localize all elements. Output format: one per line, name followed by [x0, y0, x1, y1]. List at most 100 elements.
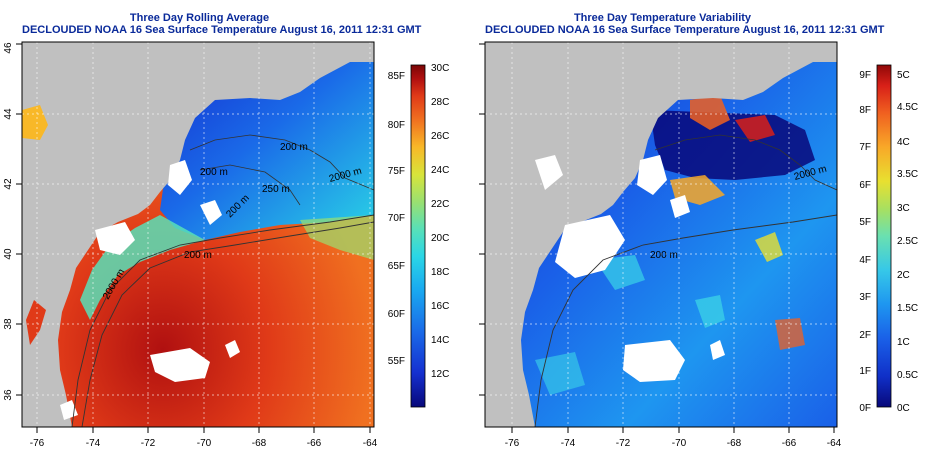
- left-cb-c-label: 26C: [431, 131, 449, 142]
- left-contour-2000: [81, 221, 374, 427]
- left-contour-200: [71, 214, 374, 427]
- right-hotspot-5: [695, 295, 725, 328]
- left-cloud-3: [168, 160, 192, 195]
- right-cb-f-label: 7F: [859, 142, 871, 153]
- right-lon-tick: -76: [505, 438, 520, 449]
- right-cloud-2: [623, 340, 685, 382]
- left-cloud-4: [200, 200, 222, 225]
- right-lat-tick: 36: [475, 389, 477, 401]
- left-graticule: [22, 42, 374, 427]
- left-cb-c-label: 30C: [431, 63, 449, 74]
- left-lon-axis: -76 -74 -72 -70 -68 -66 -64: [30, 427, 378, 449]
- left-cb-c-label: 22C: [431, 199, 449, 210]
- left-cb-c-label: 20C: [431, 233, 449, 244]
- left-contour-label: 200 m: [184, 250, 212, 261]
- left-lon-tick: -72: [141, 438, 156, 449]
- left-cb-c-label: 16C: [431, 301, 449, 312]
- left-map-frame: [21, 41, 375, 428]
- right-contour-label: 200 m: [650, 250, 678, 261]
- right-lat-tick: 44: [475, 108, 477, 120]
- right-land: [485, 42, 837, 427]
- left-cb-c-label: 18C: [431, 267, 449, 278]
- left-lat-tick: 46: [3, 42, 14, 54]
- left-contour-label: 250 m: [262, 184, 290, 195]
- right-graticule: [485, 42, 837, 427]
- left-cb-c-label: 28C: [431, 97, 449, 108]
- right-lon-tick: -66: [782, 438, 797, 449]
- right-lon-tick: -70: [672, 438, 687, 449]
- right-cb-c-label: 4.5C: [897, 102, 918, 113]
- right-lat-tick: 42: [475, 178, 477, 190]
- left-cb-f-label: 55F: [388, 356, 405, 367]
- left-lon-tick: -74: [86, 438, 101, 449]
- right-lon-axis: -76 -74 -72 -70 -68 -66 -64: [505, 427, 842, 449]
- left-frontal-water: [300, 215, 374, 260]
- left-contour-label: 200 m: [280, 142, 308, 153]
- left-contour-gom2: [199, 164, 301, 206]
- left-cb-c-label: 12C: [431, 369, 449, 380]
- left-lon-tick: -70: [197, 438, 212, 449]
- right-map-frame: [484, 41, 838, 428]
- right-lat-tick: 40: [475, 248, 477, 260]
- left-lon-tick: -66: [307, 438, 322, 449]
- left-colorbar-celsius: 30C 28C 26C 24C 22C 20C 18C 16C 14C 12C: [431, 63, 449, 380]
- right-cb-c-label: 0C: [897, 403, 910, 414]
- right-cb-f-label: 3F: [859, 292, 871, 303]
- right-colorbar-fahrenheit: 9F 8F 7F 6F 5F 4F 3F 2F 1F 0F: [859, 70, 871, 414]
- right-map-panel: 200 m 2000 m -76 -74 -72 -70 -68 -66 -64: [475, 0, 950, 475]
- right-cb-c-label: 3C: [897, 203, 910, 214]
- left-title-line2: DECLOUDED NOAA 16 Sea Surface Temperatur…: [22, 24, 422, 36]
- right-title-line2: DECLOUDED NOAA 16 Sea Surface Temperatur…: [485, 24, 885, 36]
- right-cb-c-label: 1.5C: [897, 303, 918, 314]
- right-map: 200 m 2000 m -76 -74 -72 -70 -68 -66 -64: [475, 41, 918, 449]
- right-cb-f-label: 8F: [859, 105, 871, 116]
- left-cloud-1: [150, 348, 210, 382]
- left-cb-f-label: 65F: [388, 261, 405, 272]
- right-hotspot-4: [755, 232, 783, 262]
- left-cloud-2: [95, 222, 135, 255]
- right-lat-tick: 38: [475, 318, 477, 330]
- right-colorbar-celsius: 5C 4.5C 4C 3.5C 3C 2.5C 2C 1.5C 1C 0.5C …: [897, 70, 918, 414]
- left-cb-f-label: 70F: [388, 213, 405, 224]
- left-map-panel: 2000 m 200 m 200 m 250 m 200 m 200 m 200…: [3, 41, 449, 449]
- left-map: 2000 m 200 m 200 m 250 m 200 m 200 m 200…: [3, 41, 449, 449]
- right-cloud-1: [555, 215, 625, 278]
- right-hotspot-2: [735, 115, 775, 142]
- right-cb-c-label: 1C: [897, 337, 910, 348]
- left-colorbar: [410, 64, 426, 408]
- left-lon-tick: -64: [363, 438, 378, 449]
- left-cb-c-label: 24C: [431, 165, 449, 176]
- left-contour-gom: [189, 134, 374, 191]
- left-cb-f-label: 80F: [388, 120, 405, 131]
- right-lat-tick: 46: [475, 42, 477, 54]
- right-cb-c-label: 2.5C: [897, 236, 918, 247]
- left-lat-axis: 36 38 40 42 44 46: [3, 42, 22, 401]
- right-cloud-6: [710, 340, 725, 360]
- right-lat-axis: 36 38 40 42 44 46: [475, 42, 485, 401]
- left-contour-label: 200 m: [200, 167, 228, 178]
- right-cloud-4: [535, 155, 563, 190]
- left-lon-tick: -68: [252, 438, 267, 449]
- right-cloud-5: [670, 195, 690, 218]
- right-cloud-3: [637, 155, 667, 195]
- left-cb-f-label: 85F: [388, 71, 405, 82]
- left-cb-f-label: 60F: [388, 309, 405, 320]
- left-cloud-5: [225, 340, 240, 358]
- right-cb-f-label: 2F: [859, 330, 871, 341]
- left-cb-f-label: 75F: [388, 166, 405, 177]
- left-lat-tick: 40: [3, 248, 14, 260]
- right-hotspot-6: [775, 318, 805, 350]
- left-lon-tick: -76: [30, 438, 45, 449]
- left-colorbar-fahrenheit: 85F 80F 75F 70F 65F 60F 55F: [388, 71, 405, 367]
- right-low-variability: [650, 110, 815, 180]
- right-cb-c-label: 2C: [897, 270, 910, 281]
- right-cb-f-label: 1F: [859, 366, 871, 377]
- right-lon-tick: -68: [727, 438, 742, 449]
- left-cb-c-label: 14C: [431, 335, 449, 346]
- right-cb-f-label: 0F: [859, 403, 871, 414]
- left-shelf-water: [80, 215, 205, 320]
- left-cold-water: [160, 60, 374, 240]
- left-estuary: [26, 300, 46, 345]
- left-title-line1: Three Day Rolling Average: [129, 12, 270, 24]
- right-lon-tick: -74: [561, 438, 576, 449]
